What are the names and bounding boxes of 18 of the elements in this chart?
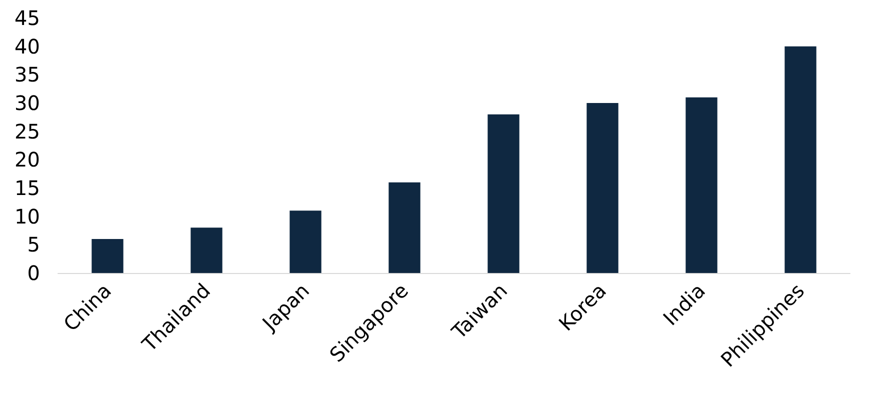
y-tick-label: 20 [14,148,40,172]
y-tick-label: 5 [27,232,40,257]
y-tick-label: 40 [14,34,40,58]
y-tick-label: 45 [14,6,40,30]
y-tick-label: 25 [14,119,40,144]
bar [586,103,618,273]
bar [92,239,124,273]
bar [784,46,816,273]
y-tick-label: 15 [14,176,40,200]
bar [686,97,718,273]
bar [290,210,322,273]
bar [488,114,520,273]
y-tick-label: 10 [14,204,40,228]
bar [190,228,222,273]
y-tick-label: 30 [14,91,40,115]
y-tick-label: 35 [14,62,40,87]
bar [388,182,420,273]
y-tick-label: 0 [27,261,40,285]
